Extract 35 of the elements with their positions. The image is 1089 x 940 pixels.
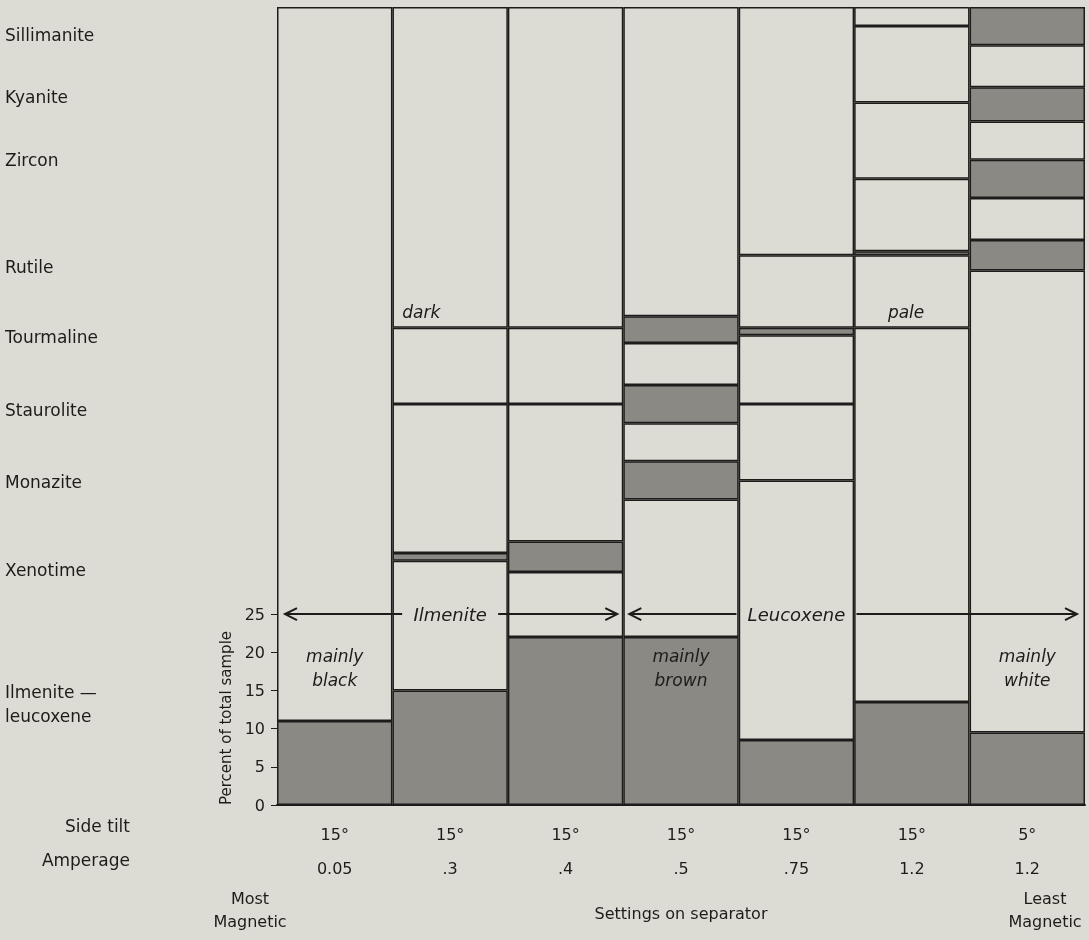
x-tick-label: 15° .3 — [435, 824, 465, 878]
text: Tourmaline — [4, 327, 99, 347]
text: Kyanite — [5, 87, 69, 107]
x-tick-label: 15° .5 — [666, 824, 696, 878]
y-tick-label: 15 — [244, 680, 265, 700]
x-tick-label: 5° 1.2 — [1014, 824, 1041, 878]
y-tick-label: 25 — [244, 604, 265, 624]
text: Zircon — [5, 150, 59, 170]
text: Most Magnetic — [213, 889, 287, 931]
annotation: Ilmenite — [413, 603, 487, 625]
y-tick-label: 20 — [244, 642, 265, 662]
text: Xenotime — [5, 560, 86, 580]
text: Staurolite — [5, 400, 88, 420]
text: Sillimanite — [5, 25, 95, 45]
x-tick-label: 15° 1.2 — [897, 824, 927, 878]
x-axis-title: Settings on separator — [594, 903, 768, 923]
text: Least Magnetic — [1008, 889, 1082, 931]
x-tick-label: 15° 0.05 — [316, 824, 353, 878]
x-tick-label: 15° .75 — [782, 824, 811, 878]
annotation: dark — [402, 302, 442, 323]
text: Ilmenite — leucoxene — [5, 682, 97, 726]
text: Amperage — [41, 850, 130, 870]
text: Rutile — [5, 257, 54, 277]
y-tick-label: 10 — [244, 719, 265, 739]
text: Side tilt — [65, 816, 131, 836]
annotation: pale — [886, 302, 925, 323]
annotation: mainly white — [998, 645, 1057, 690]
annotation: Leucoxene — [747, 603, 846, 625]
x-tick-label: 15° .4 — [551, 824, 580, 878]
y-axis-title: Percent of total sample — [216, 630, 235, 805]
text: Monazite — [5, 472, 83, 492]
y-tick-label: 5 — [254, 757, 265, 777]
annotation: mainly black — [306, 645, 365, 690]
annotation: mainly brown — [652, 645, 711, 690]
y-tick-label: 0 — [254, 795, 265, 815]
